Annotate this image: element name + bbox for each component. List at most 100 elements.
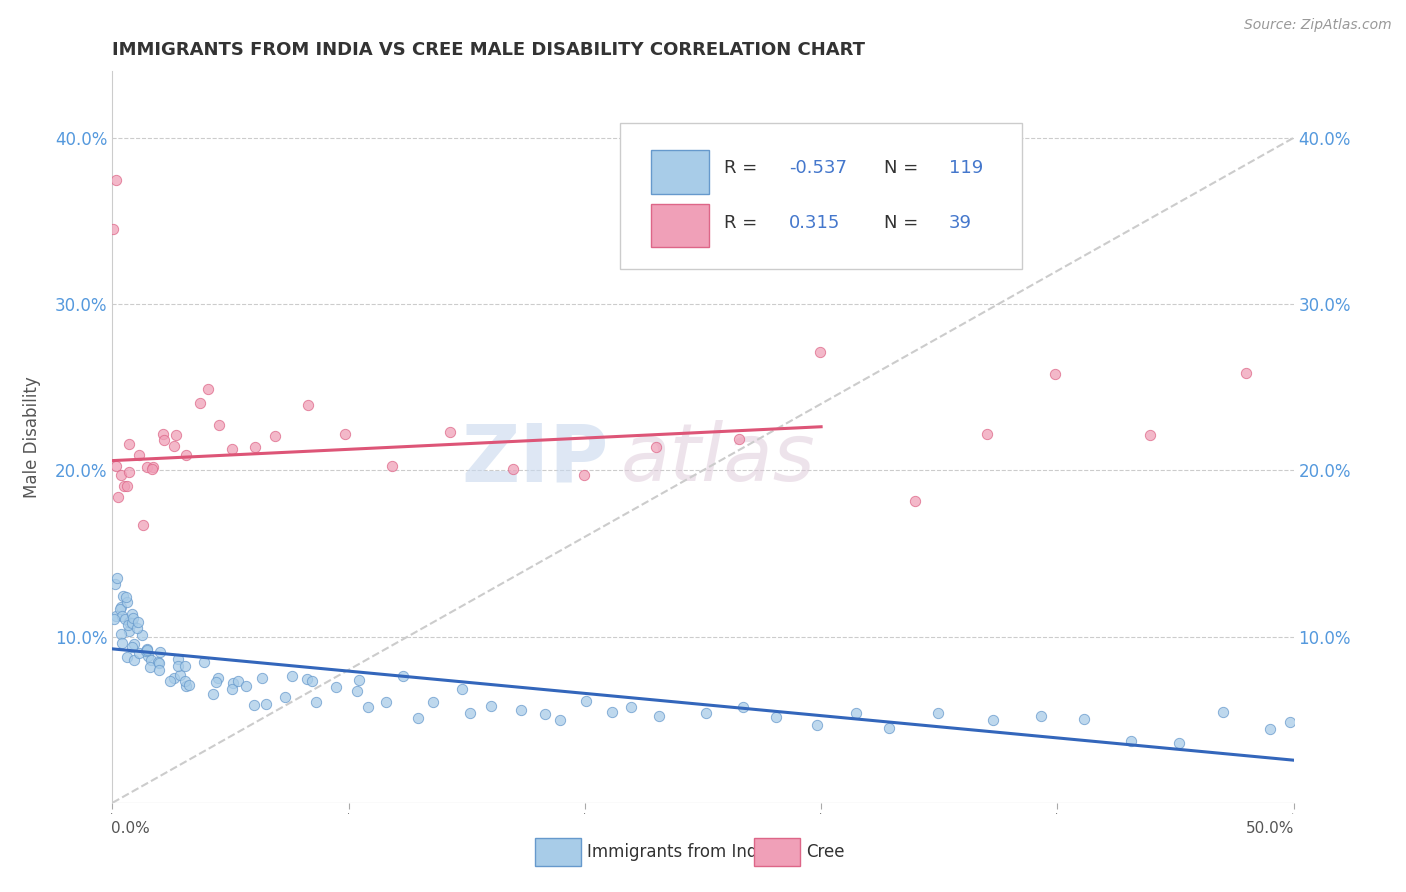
Text: IMMIGRANTS FROM INDIA VS CREE MALE DISABILITY CORRELATION CHART: IMMIGRANTS FROM INDIA VS CREE MALE DISAB…	[112, 41, 866, 59]
Point	[136, 642, 159, 657]
Point	[548, 713, 571, 727]
Point	[110, 467, 132, 482]
FancyBboxPatch shape	[754, 838, 800, 866]
Point	[111, 636, 134, 650]
Point	[104, 458, 127, 473]
Point	[572, 468, 595, 483]
Point	[149, 645, 172, 659]
Point	[122, 637, 145, 651]
Point	[439, 425, 461, 439]
Point	[600, 706, 623, 720]
Point	[115, 595, 138, 609]
Text: atlas: atlas	[620, 420, 815, 498]
FancyBboxPatch shape	[536, 838, 581, 866]
Text: 0.315: 0.315	[789, 214, 841, 233]
Point	[374, 695, 396, 709]
Point	[121, 615, 143, 630]
Point	[121, 610, 143, 624]
Point	[728, 432, 751, 446]
Point	[877, 721, 900, 735]
Point	[110, 599, 132, 614]
Point	[280, 669, 302, 683]
Point	[103, 612, 125, 626]
Point	[166, 658, 188, 673]
Point	[274, 690, 297, 704]
Point	[422, 695, 444, 709]
Point	[114, 612, 136, 626]
Point	[148, 656, 170, 670]
Point	[297, 398, 319, 412]
Point	[146, 655, 169, 669]
Point	[115, 650, 138, 665]
Point	[1043, 367, 1066, 381]
Point	[644, 440, 666, 454]
Point	[458, 706, 481, 721]
Point	[135, 641, 157, 656]
Text: N =: N =	[884, 214, 918, 233]
Point	[131, 628, 153, 642]
Point	[406, 711, 429, 725]
Text: 0.0%: 0.0%	[111, 821, 150, 836]
Point	[201, 687, 224, 701]
Point	[221, 682, 243, 697]
Point	[347, 673, 370, 687]
Point	[1139, 428, 1161, 442]
Point	[125, 621, 148, 635]
Point	[152, 426, 174, 441]
Point	[1119, 734, 1142, 748]
Point	[765, 710, 787, 724]
Point	[533, 707, 555, 722]
Point	[111, 589, 134, 603]
Point	[148, 663, 170, 677]
Point	[927, 706, 949, 720]
Point	[648, 708, 671, 723]
Point	[575, 694, 598, 708]
Text: R =: R =	[724, 159, 758, 177]
Point	[235, 679, 257, 693]
Point	[245, 440, 267, 454]
FancyBboxPatch shape	[651, 203, 709, 247]
FancyBboxPatch shape	[620, 122, 1022, 268]
Text: 50.0%: 50.0%	[1246, 821, 1295, 836]
Point	[357, 700, 380, 714]
Point	[174, 448, 197, 462]
Point	[451, 681, 474, 696]
Point	[981, 713, 1004, 727]
Point	[695, 706, 717, 720]
Point	[502, 462, 524, 476]
Point	[118, 437, 141, 451]
Point	[174, 680, 197, 694]
Point	[208, 417, 231, 432]
Point	[169, 667, 191, 681]
Point	[221, 442, 243, 456]
Point	[135, 643, 157, 657]
Point	[254, 698, 277, 712]
Point	[121, 607, 143, 621]
Point	[141, 462, 163, 476]
Point	[103, 221, 125, 235]
Point	[731, 699, 754, 714]
Point	[173, 659, 195, 673]
Point	[381, 458, 404, 473]
Point	[163, 671, 186, 685]
Text: 39: 39	[949, 214, 972, 233]
Point	[806, 717, 828, 731]
Point	[1212, 706, 1234, 720]
Point	[190, 396, 212, 410]
Point	[122, 653, 145, 667]
Point	[159, 673, 181, 688]
Point	[115, 591, 138, 605]
Point	[845, 706, 868, 720]
Point	[121, 640, 143, 654]
Point	[142, 460, 165, 475]
Text: N =: N =	[884, 159, 918, 177]
Point	[250, 671, 273, 685]
Text: Cree: Cree	[806, 843, 844, 861]
Point	[1029, 709, 1052, 723]
FancyBboxPatch shape	[651, 151, 709, 194]
Point	[295, 672, 318, 686]
Point	[104, 173, 127, 187]
Point	[1258, 722, 1281, 736]
Point	[620, 699, 643, 714]
Point	[226, 674, 249, 689]
